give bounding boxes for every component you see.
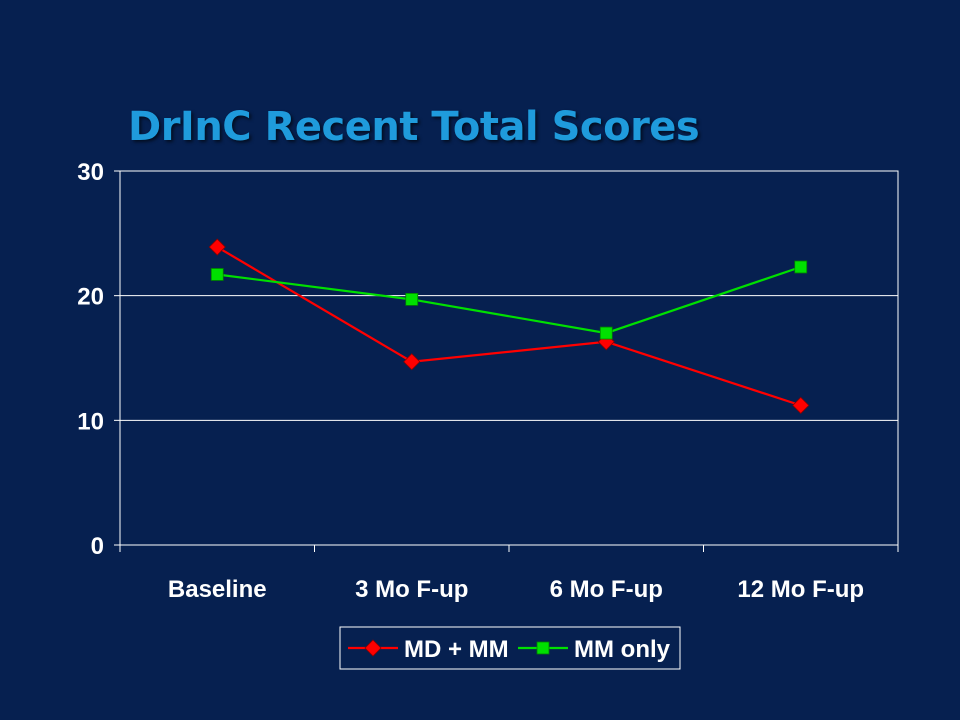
x-tick-label: 12 Mo F-up — [737, 576, 864, 603]
data-point — [403, 353, 421, 371]
legend-entry-2: MM only — [518, 636, 671, 663]
series-2 — [210, 260, 808, 340]
x-tick-labels: Baseline 3 Mo F-up 6 Mo F-up 12 Mo F-up — [168, 576, 864, 603]
data-point — [792, 396, 810, 414]
axes — [114, 170, 899, 552]
data-point — [599, 326, 613, 340]
legend-box — [339, 626, 681, 670]
data-point — [794, 260, 808, 274]
legend-swatch-marker — [536, 641, 550, 655]
legend: MD + MM MM only — [339, 626, 681, 670]
y-tick-label: 20 — [77, 284, 104, 311]
legend-swatch-marker — [364, 639, 382, 657]
y-tick-labels: 0 10 20 30 — [77, 159, 104, 560]
gridlines — [120, 295, 898, 421]
series-group — [208, 238, 810, 414]
data-point — [208, 238, 226, 256]
y-tick-label: 30 — [77, 159, 104, 186]
x-tick-label: 6 Mo F-up — [550, 576, 663, 603]
plot-area-border — [119, 170, 899, 546]
slide-title: DrInC Recent Total Scores — [128, 104, 700, 150]
data-point — [405, 293, 419, 306]
legend-label: MM only — [574, 636, 671, 663]
y-tick-label: 0 — [91, 533, 104, 560]
legend-label: MD + MM — [404, 636, 509, 663]
series-line — [216, 246, 802, 407]
x-tick-label: Baseline — [168, 576, 267, 603]
legend-entry-1: MD + MM — [348, 636, 509, 663]
x-tick-label: 3 Mo F-up — [355, 576, 468, 603]
series-1 — [208, 238, 810, 414]
y-tick-label: 10 — [77, 408, 104, 435]
series-line — [217, 265, 802, 335]
data-point — [210, 268, 224, 281]
